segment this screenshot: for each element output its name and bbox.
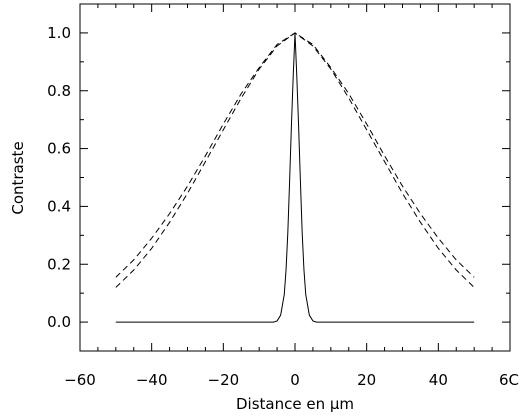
- x-tick-label: −20: [208, 371, 240, 389]
- x-axis-label: Distance en μm: [236, 395, 354, 413]
- y-tick-label: 0.8: [47, 82, 71, 100]
- y-axis-label: Contraste: [9, 141, 27, 214]
- series-layer: [115, 32, 475, 323]
- x-tick-label: 40: [429, 371, 448, 389]
- y-tick-label: 0.2: [47, 255, 71, 273]
- y-tick-label: 1.0: [47, 24, 71, 42]
- series-line-3: [115, 32, 475, 288]
- y-tick-label: 0.4: [47, 197, 71, 215]
- x-tick-label: 20: [357, 371, 376, 389]
- y-tick-label: 0.0: [47, 313, 71, 331]
- plot-frame: [79, 3, 511, 352]
- x-tick-label: −40: [136, 371, 168, 389]
- x-axis-ticks: −60 −40 −20 0 20 40 6C: [64, 4, 519, 389]
- x-tick-label: 6C: [499, 371, 519, 389]
- x-tick-label: 0: [290, 371, 300, 389]
- y-tick-label: 0.6: [47, 140, 71, 158]
- x-tick-label: −60: [64, 371, 96, 389]
- series-line-2: [115, 32, 475, 278]
- y-axis-ticks: 0.0 0.2 0.4 0.6 0.8 1.0: [47, 3, 510, 352]
- series-line-1: [115, 32, 475, 323]
